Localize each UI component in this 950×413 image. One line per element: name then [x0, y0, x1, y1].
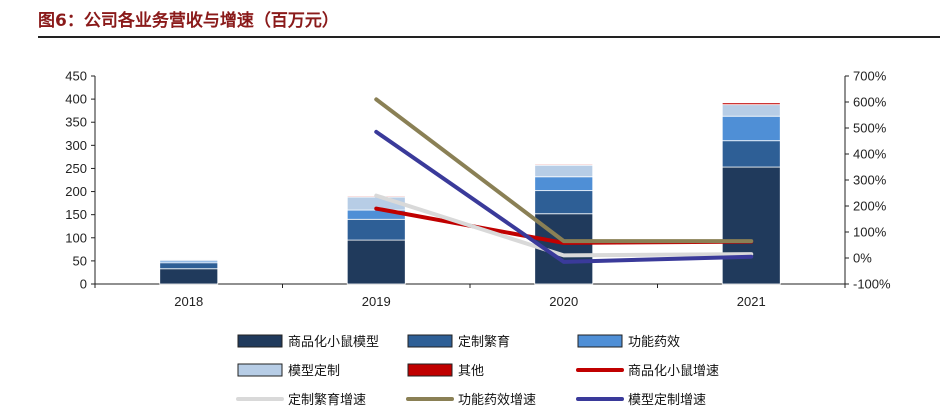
- growth-line: [374, 129, 754, 264]
- legend-swatch: [407, 363, 453, 377]
- legend-label: 模型定制增速: [628, 393, 706, 408]
- right-tick-label: 100%: [853, 225, 887, 240]
- growth-line: [374, 97, 754, 244]
- left-tick-label: 450: [65, 69, 87, 84]
- right-tick-label: 200%: [853, 199, 887, 214]
- right-tick-label: 0%: [853, 251, 872, 266]
- legend-label: 其他: [458, 364, 484, 379]
- bar-segment: [159, 268, 219, 285]
- page-title: 图6：公司各业务营收与增速（百万元）: [38, 11, 339, 31]
- bar-segment: [534, 176, 594, 192]
- x-tick-label: 2018: [174, 294, 203, 309]
- growth-line: [374, 193, 754, 258]
- left-tick-label: 0: [80, 277, 87, 292]
- bar-segment: [346, 218, 406, 241]
- bar-segment: [721, 104, 781, 117]
- title-divider: [38, 36, 940, 38]
- left-tick-label: 400: [65, 92, 87, 107]
- x-tick-label: 2019: [362, 294, 391, 309]
- bar-segment: [534, 164, 594, 178]
- legend-swatch: [577, 334, 623, 348]
- lines-group: [374, 97, 754, 264]
- right-tick-label: 400%: [853, 147, 887, 162]
- left-tick-label: 350: [65, 115, 87, 130]
- x-tick-label: 2020: [549, 294, 578, 309]
- bar-segment: [721, 102, 781, 106]
- bars-group: [159, 102, 781, 285]
- axes-group: 0 50 100 150 200 250 300 350 400 450 -100% 0% 100% 20…: [65, 69, 891, 310]
- legend-label: 商品化小鼠模型: [288, 335, 379, 350]
- bar-segment: [534, 163, 594, 166]
- legend-label: 模型定制: [288, 364, 340, 379]
- right-tick-label: -100%: [853, 277, 891, 292]
- legend-label: 定制繁育: [458, 334, 510, 350]
- right-tick-label: 600%: [853, 95, 887, 110]
- legend-swatch: [407, 334, 453, 348]
- left-tick-label: 50: [73, 253, 87, 268]
- bar-segment: [534, 190, 594, 215]
- x-tick-label: 2021: [737, 294, 766, 309]
- legend-label: 商品化小鼠增速: [628, 364, 719, 379]
- left-tick-label: 250: [65, 161, 87, 176]
- bar-segment: [346, 239, 406, 285]
- legend-label: 功能药效: [628, 335, 680, 350]
- legend-swatch: [237, 363, 283, 377]
- legend-label: 功能药效增速: [458, 393, 536, 408]
- bar-segment: [721, 115, 781, 142]
- bar-segment: [721, 166, 781, 285]
- left-tick-label: 200: [65, 184, 87, 199]
- left-tick-label: 100: [65, 230, 87, 245]
- left-tick-label: 300: [65, 138, 87, 153]
- right-tick-label: 700%: [853, 69, 887, 84]
- bar-segment: [721, 140, 781, 168]
- right-tick-label: 500%: [853, 121, 887, 136]
- bar-segment: [159, 262, 219, 270]
- left-tick-label: 150: [65, 207, 87, 222]
- legend-swatch: [237, 334, 283, 348]
- legend-label: 定制繁育增速: [288, 392, 366, 408]
- right-tick-label: 300%: [853, 173, 887, 188]
